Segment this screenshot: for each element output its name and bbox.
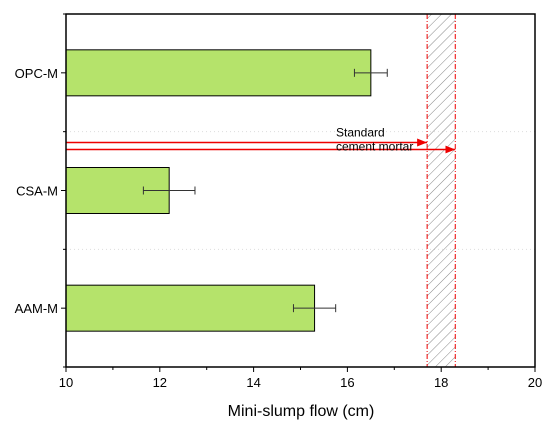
x-tick-label: 10 xyxy=(59,375,73,390)
x-tick-label: 18 xyxy=(434,375,448,390)
x-tick-label: 16 xyxy=(340,375,354,390)
bar-AAM-M xyxy=(65,284,316,332)
x-tick-label: 12 xyxy=(153,375,167,390)
y-tick-label: CSA-M xyxy=(16,184,58,199)
y-tick-label: OPC-M xyxy=(15,66,58,81)
bar-OPC-M xyxy=(65,49,372,97)
axes: 10 12 14 16 18 20 OPC-M CSA-M AAM-M xyxy=(15,13,542,390)
reference-label: Standard cement mortar xyxy=(336,125,413,153)
y-tick-label: AAM-M xyxy=(15,301,58,316)
bars xyxy=(65,49,372,332)
reference-band: Standard cement mortar xyxy=(66,14,456,367)
reference-band-hatch xyxy=(427,14,456,367)
x-axis-label: Mini-slump flow (cm) xyxy=(228,403,375,420)
reference-label-line: cement mortar xyxy=(336,139,413,153)
x-tick-label: 14 xyxy=(246,375,260,390)
x-tick-label: 20 xyxy=(528,375,542,390)
reference-label-line: Standard xyxy=(336,125,385,139)
error-bars xyxy=(142,68,388,313)
